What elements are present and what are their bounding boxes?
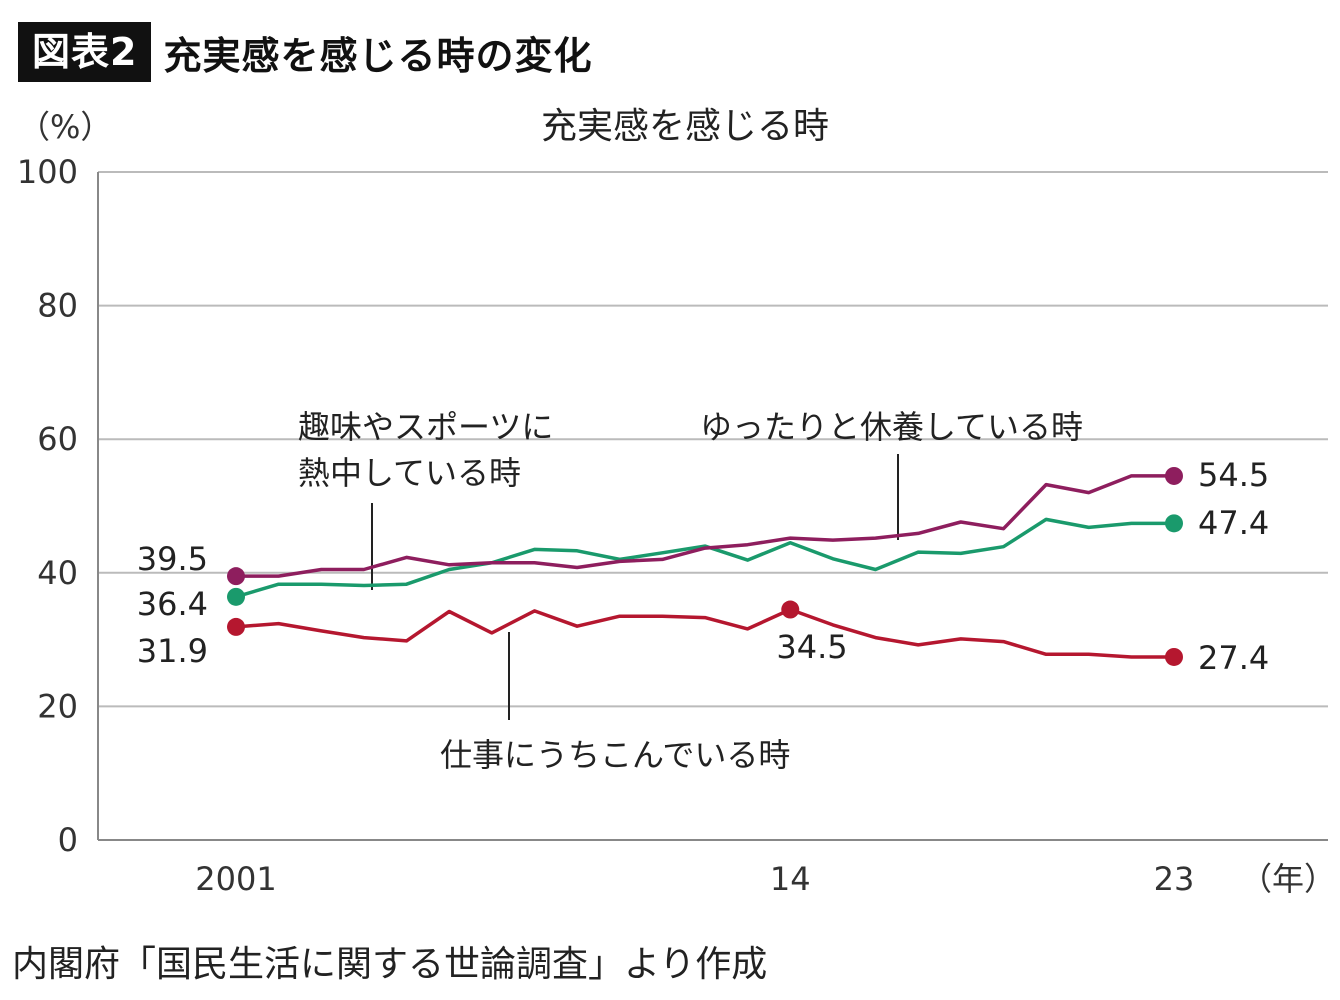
annotation-hobby-line1: 趣味やスポーツに (298, 408, 553, 446)
marker-work-22 (1165, 647, 1183, 666)
marker-relax-0 (227, 567, 245, 586)
data-label-work-0: 31.9 (137, 632, 208, 670)
y-tick-100: 100 (17, 153, 78, 191)
marker-layer: 39.5 54.5 36.4 47.4 31.9 34.5 27.4 (137, 456, 1270, 677)
annotation-hobby-line2: 熱中している時 (298, 454, 521, 492)
figure-title: 充実感を感じる時の変化 (163, 33, 593, 78)
figure-badge: 図表2 (18, 22, 152, 82)
marker-hobby-0 (227, 587, 245, 606)
series-line-work (235, 607, 1174, 659)
data-label-relax-0: 39.5 (137, 540, 208, 578)
annotation-relax: ゆったりと休養している時 (700, 408, 1083, 446)
marker-work-0 (227, 617, 245, 636)
y-tick-60: 60 (37, 420, 78, 458)
y-tick-0: 0 (58, 821, 78, 859)
data-label-work-22: 27.4 (1198, 639, 1269, 677)
x-tick-23: 23 (1154, 860, 1195, 898)
data-label-hobby-22: 47.4 (1198, 504, 1269, 542)
annotation-leaders (371, 454, 899, 720)
data-label-hobby-0: 36.4 (137, 585, 208, 623)
y-tick-40: 40 (37, 554, 78, 592)
series-line-hobby (235, 517, 1174, 599)
series-line-relax (236, 474, 1174, 578)
y-axis-unit: （%） (18, 108, 112, 146)
x-tick-2001: 2001 (195, 860, 276, 898)
x-axis-unit: （年） (1240, 860, 1336, 898)
marker-hobby-22 (1165, 514, 1183, 533)
data-label-relax-22: 54.5 (1198, 456, 1269, 494)
annotation-layer: 趣味やスポーツに 熱中している時 ゆったりと休養している時 仕事にうちこんでいる… (298, 408, 1083, 774)
source-note: 内閣府「国民生活に関する世論調査」より作成 (12, 944, 768, 985)
y-tick-20: 20 (37, 687, 78, 725)
x-tick-14: 14 (770, 860, 811, 898)
x-tick-labels: 2001 14 23 (195, 860, 1194, 898)
annotation-work: 仕事にうちこんでいる時 (440, 736, 790, 774)
marker-relax-22 (1165, 466, 1183, 485)
chart-title: 充実感を感じる時 (541, 106, 829, 147)
marker-work-13 (781, 600, 800, 619)
chart-header: 図表2 充実感を感じる時の変化 (18, 22, 592, 82)
data-label-work-13: 34.5 (776, 628, 847, 666)
y-tick-labels: 0 20 40 60 80 100 (17, 153, 78, 859)
y-tick-80: 80 (37, 287, 78, 325)
line-chart: 充実感を感じる時 （%） （年） 0 20 40 60 80 100 2001 14 23 3… (17, 106, 1336, 898)
series-layer (235, 474, 1174, 659)
